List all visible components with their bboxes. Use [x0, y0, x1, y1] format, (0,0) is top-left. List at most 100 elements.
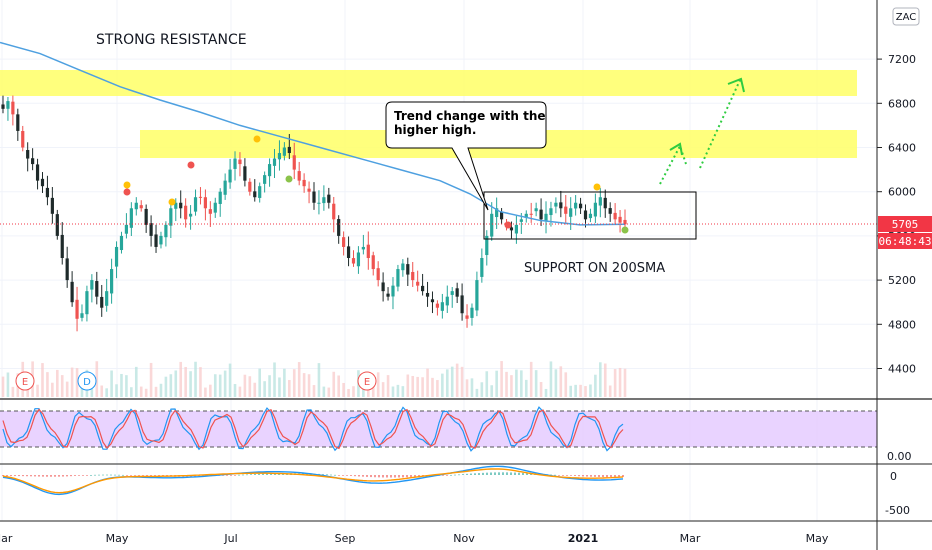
- volume-bar: [332, 371, 336, 397]
- macd-hist-bar: [386, 475, 388, 478]
- candle-body: [100, 296, 104, 308]
- macd-hist-bar: [258, 473, 260, 475]
- stochastic-axis-label: 0.00: [887, 450, 912, 463]
- volume-bar: [406, 374, 410, 397]
- volume-bar: [470, 378, 474, 397]
- candle-body: [411, 271, 415, 281]
- volume-bar: [120, 373, 123, 397]
- candle-body: [559, 202, 563, 209]
- candle-body: [425, 292, 430, 297]
- trend-callout: Trend change with the higher high.: [385, 101, 547, 211]
- signal-dot: [123, 188, 131, 196]
- macd-hist-bar: [566, 475, 568, 476]
- candle-body: [332, 203, 336, 220]
- volume-bar: [431, 377, 434, 397]
- candle-body: [603, 197, 607, 209]
- candle-body: [45, 187, 50, 198]
- candle-body: [490, 213, 494, 237]
- volume-bar: [6, 372, 10, 397]
- callout-line-1: Trend change with the: [394, 109, 546, 123]
- candle-body: [366, 244, 370, 258]
- macd-hist-bar: [114, 474, 116, 476]
- volume-bar: [421, 377, 424, 397]
- time-tick-label: Mar: [680, 532, 701, 545]
- macd-hist-bar: [26, 475, 28, 477]
- macd-hist-bar: [38, 475, 40, 477]
- candle-body: [208, 209, 212, 214]
- price-tick-label: 6800: [888, 97, 916, 110]
- macd-hist-bar: [450, 474, 452, 476]
- volume-bar: [347, 388, 350, 397]
- candle-body: [193, 197, 198, 212]
- signal-dot: [621, 226, 629, 234]
- volume-bar: [273, 362, 276, 397]
- macd-hist-bar: [414, 475, 416, 477]
- time-tick-label: May: [806, 532, 829, 545]
- stochastic-d-line: [2, 408, 624, 450]
- volume-bar: [278, 377, 281, 397]
- volume-bar: [243, 374, 247, 397]
- candle-body: [292, 155, 296, 170]
- candle-body: [465, 315, 469, 319]
- volume-bar: [317, 363, 321, 397]
- macd-hist-bar: [82, 475, 84, 476]
- macd-hist-bar: [474, 473, 476, 475]
- macd-hist-bar: [226, 475, 228, 476]
- volume-bar: [327, 387, 331, 397]
- candle-body: [129, 208, 133, 228]
- candle-body: [6, 101, 10, 109]
- volume-bar: [144, 388, 148, 397]
- volume-bar: [534, 370, 538, 397]
- candle-body: [50, 197, 54, 214]
- price-tick-label: 6000: [888, 186, 916, 199]
- volume-bar: [288, 380, 291, 397]
- candle-body: [529, 213, 533, 215]
- candle-body: [346, 246, 351, 258]
- candle-body: [85, 291, 89, 315]
- symbol-chip[interactable]: ZAC: [892, 7, 920, 26]
- macd-hist-bar: [346, 475, 348, 476]
- projection-arrow-1: [659, 143, 687, 185]
- macd-hist-bar: [590, 475, 592, 477]
- candle-body: [272, 158, 277, 166]
- dividend-badge[interactable]: D: [77, 371, 97, 391]
- macd-hist-bar: [570, 475, 572, 476]
- macd-hist-bar: [562, 475, 564, 476]
- volume-bar: [342, 382, 345, 397]
- svg-text:D: D: [83, 377, 91, 388]
- earnings-badge[interactable]: E: [15, 371, 35, 391]
- candle-body: [534, 208, 538, 212]
- time-axis[interactable]: Mar May Jul Sep Nov 2021 Mar May: [0, 532, 829, 545]
- volume-bar: [416, 376, 419, 397]
- volume-bar: [90, 388, 94, 397]
- macd-hist-bar: [230, 475, 232, 476]
- volume-bar: [184, 366, 187, 397]
- macd-hist-bar: [46, 475, 48, 477]
- volume-bar: [589, 384, 592, 397]
- candle-body: [593, 202, 597, 217]
- volume-bar: [520, 370, 523, 397]
- macd-hist-bar: [458, 474, 460, 476]
- macd-hist-bar: [366, 475, 368, 477]
- macd-hist-bar: [510, 472, 512, 475]
- candle-body: [470, 307, 474, 318]
- candle-body: [608, 208, 612, 214]
- volume-bar: [599, 362, 602, 397]
- volume-bar: [159, 383, 163, 397]
- candle-body: [228, 169, 232, 183]
- price-candles: [1, 95, 627, 332]
- volume-bar: [574, 384, 577, 397]
- event-badges[interactable]: E D E: [15, 371, 377, 391]
- candle-body: [356, 252, 361, 267]
- macd-hist-bar: [406, 475, 408, 478]
- volume-bar: [401, 386, 405, 397]
- price-tick-label: 4400: [888, 363, 916, 376]
- volume-bar: [1, 376, 5, 397]
- macd-hist-bar: [390, 475, 392, 478]
- candle-body: [70, 281, 74, 303]
- candle-body: [401, 263, 405, 271]
- macd-hist-bar: [370, 475, 372, 478]
- earnings-badge[interactable]: E: [357, 371, 377, 391]
- signal-dot: [123, 181, 131, 189]
